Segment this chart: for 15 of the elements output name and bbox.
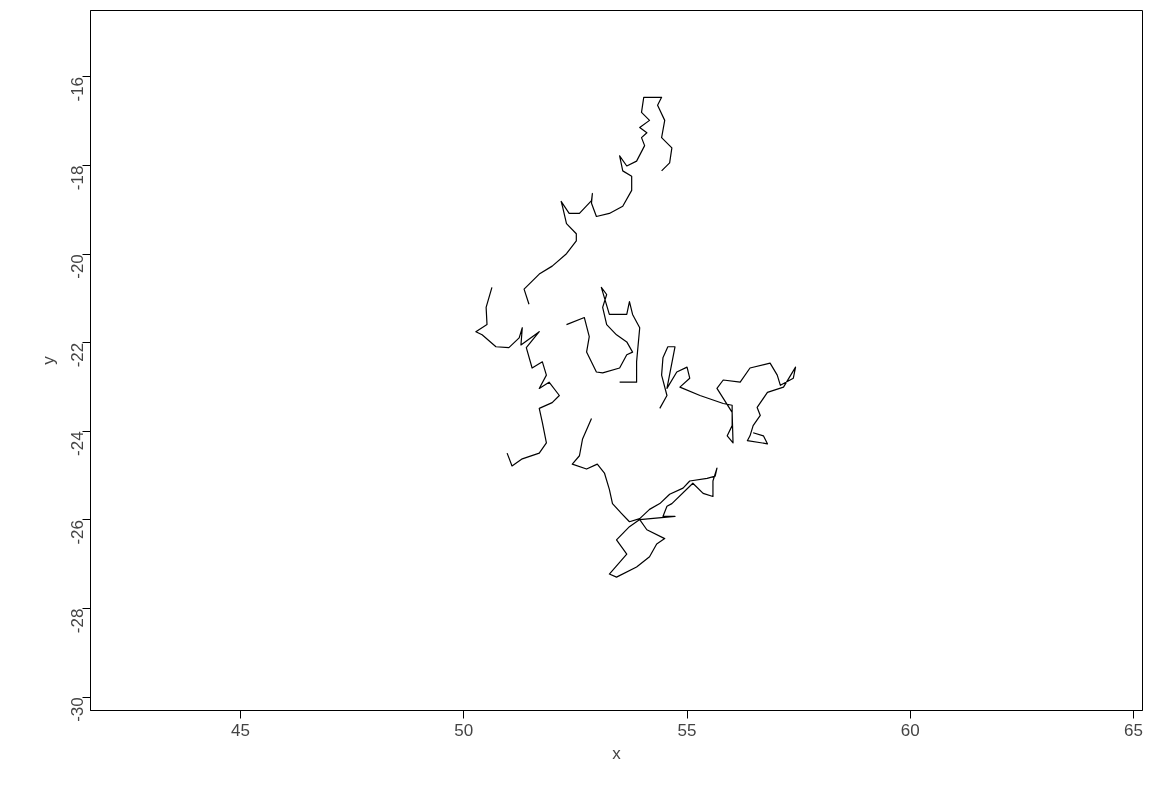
y-tick-label: -30	[68, 697, 88, 722]
y-axis-title: y	[38, 355, 58, 365]
x-tick-label: 50	[454, 720, 474, 740]
y-tick-label: -16	[68, 76, 88, 102]
x-tick-label: 65	[1124, 720, 1144, 740]
y-tick-label: -26	[68, 519, 88, 545]
x-tick-label: 60	[900, 720, 920, 740]
y-tick-label: -18	[68, 165, 88, 191]
y-tick-label: -28	[68, 608, 88, 634]
x-tick-label: 45	[231, 720, 250, 740]
y-tick-label: -24	[68, 431, 88, 456]
x-tick-label: 55	[677, 720, 697, 740]
y-tick-label: -20	[68, 254, 88, 279]
x-axis-title: x	[612, 743, 622, 763]
y-tick-label: -22	[68, 342, 88, 368]
